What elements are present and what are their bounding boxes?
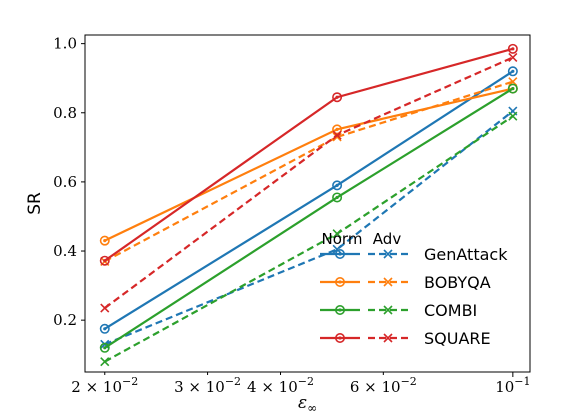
- series-bobyqa: [99, 77, 518, 266]
- point-bobyqa-norm-dot: [103, 239, 107, 243]
- point-square-norm-dot: [103, 259, 107, 263]
- point-square-norm: [332, 92, 343, 103]
- legend-label: GenAttack: [424, 245, 508, 264]
- line-bobyqa-adv: [104, 80, 514, 263]
- legend-label: SQUARE: [424, 329, 491, 348]
- point-combi-norm: [99, 342, 110, 353]
- point-genattack-norm-dot: [335, 183, 339, 187]
- point-combi-adv: [100, 357, 110, 367]
- point-square-norm-dot: [335, 95, 339, 99]
- point-combi-norm-dot: [511, 86, 515, 91]
- x-tick-label: 2 × 10−2: [71, 375, 138, 396]
- y-tick-label: 0.4: [53, 242, 77, 260]
- point-combi-norm-dot: [103, 346, 107, 350]
- point-square-adv: [508, 52, 518, 63]
- x-tick-label: 4 × 10−2: [247, 375, 314, 396]
- point-combi-norm: [332, 192, 343, 203]
- point-combi-norm-dot: [335, 195, 339, 200]
- point-genattack-norm-dot: [103, 327, 107, 331]
- point-combi-norm: [507, 83, 518, 94]
- point-bobyqa-norm: [332, 124, 343, 135]
- point-square-norm-dot: [511, 47, 515, 51]
- legend-item-bobyqa: BOBYQA: [320, 273, 491, 292]
- point-genattack-norm: [332, 180, 343, 191]
- legend-marker-adv: [383, 277, 393, 287]
- point-combi-adv: [332, 229, 342, 239]
- legend-marker-norm-dot: [338, 280, 342, 284]
- point-bobyqa-norm: [99, 235, 110, 246]
- legend-item-genattack: GenAttack: [320, 245, 508, 264]
- legend-marker-norm-dot: [338, 308, 342, 312]
- line-square-adv: [104, 56, 514, 309]
- point-combi-adv: [508, 111, 518, 121]
- legend-item-square: SQUARE: [320, 329, 491, 348]
- legend-marker-norm: [334, 249, 345, 260]
- plot-frame: [84, 34, 531, 373]
- point-square-adv: [100, 303, 110, 313]
- point-genattack-norm: [507, 66, 518, 77]
- point-genattack-adv: [332, 244, 342, 254]
- legend-header-norm: Norm: [322, 230, 363, 248]
- legend: Norm Adv GenAttack BOBYQA COMBI SQUARE: [320, 230, 508, 348]
- y-axis-label: SR: [25, 192, 45, 215]
- point-bobyqa-adv: [508, 77, 518, 87]
- x-axis-label: ε∞: [298, 393, 317, 412]
- y-tick-label: 0.2: [53, 311, 77, 329]
- point-bobyqa-norm-dot: [335, 127, 339, 131]
- legend-marker-adv: [383, 249, 393, 259]
- x-tick-label: 10−1: [495, 375, 530, 396]
- x-tick-label: 3 × 10−2: [174, 375, 241, 396]
- legend-marker-norm: [334, 276, 345, 287]
- line-genattack-adv: [104, 110, 514, 346]
- x-tick-label: 6 × 10−2: [350, 375, 417, 396]
- point-genattack-norm: [99, 323, 110, 334]
- y-tick-label: 0.6: [53, 173, 77, 191]
- legend-marker-adv: [383, 305, 393, 315]
- axes: 0.2 0.4 0.6 0.8 1.0 2 × 10−2 3 × 10−2 4 × 10−2 6…: [25, 34, 531, 412]
- y-tick-label: 0.8: [53, 104, 77, 122]
- y-tick-label: 1.0: [53, 35, 77, 53]
- legend-item-combi: COMBI: [320, 301, 477, 320]
- point-square-norm: [507, 43, 518, 54]
- point-square-adv: [332, 130, 342, 140]
- series-square: [99, 43, 518, 313]
- point-genattack-norm-dot: [511, 69, 515, 73]
- legend-header-adv: Adv: [373, 230, 402, 248]
- legend-marker-norm-dot: [338, 252, 342, 256]
- legend-marker-norm-dot: [338, 336, 342, 340]
- series-combi: [99, 83, 518, 367]
- legend-marker-norm: [334, 332, 345, 343]
- legend-marker-adv: [383, 333, 393, 343]
- legend-marker-norm: [334, 304, 345, 315]
- point-square-norm: [99, 255, 110, 266]
- legend-label: BOBYQA: [424, 273, 491, 292]
- legend-label: COMBI: [424, 301, 477, 320]
- series-layer: [99, 43, 518, 367]
